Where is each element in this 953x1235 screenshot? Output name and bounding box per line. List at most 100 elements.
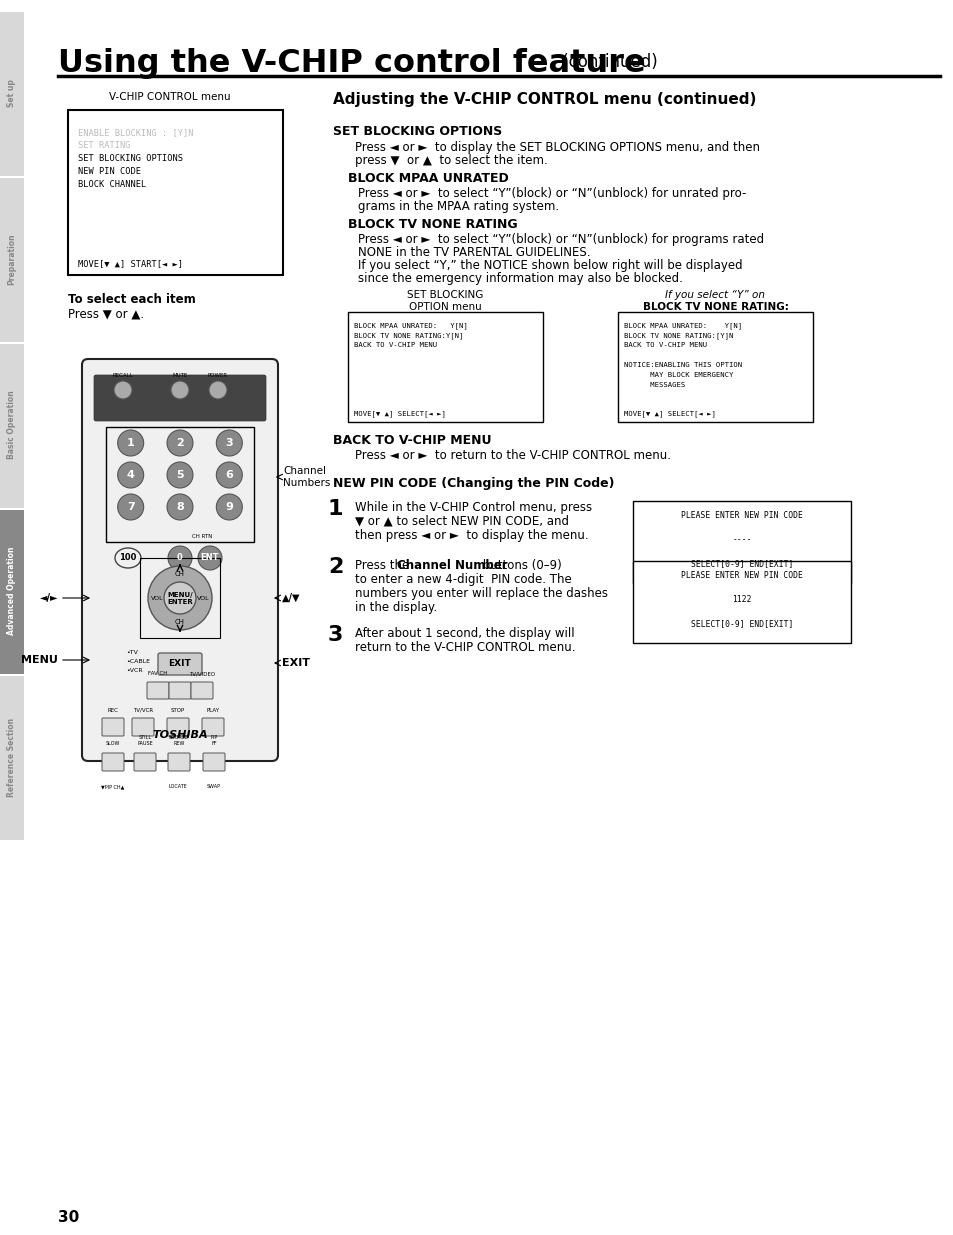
Circle shape: [117, 430, 144, 456]
Circle shape: [164, 582, 195, 614]
Text: MENU/
ENTER: MENU/ ENTER: [167, 592, 193, 604]
FancyBboxPatch shape: [102, 718, 124, 736]
Text: (continued): (continued): [557, 53, 657, 70]
Text: grams in the MPAA rating system.: grams in the MPAA rating system.: [357, 200, 558, 212]
Text: BLOCK MPAA UNRATED:    Y[N]: BLOCK MPAA UNRATED: Y[N]: [623, 322, 741, 329]
Text: press ▼  or ▲  to select the item.: press ▼ or ▲ to select the item.: [355, 154, 547, 167]
FancyBboxPatch shape: [132, 718, 153, 736]
Text: STOP: STOP: [171, 708, 185, 713]
Text: Channel Number: Channel Number: [396, 559, 507, 572]
Text: BLOCK MPAA UNRATED: BLOCK MPAA UNRATED: [348, 172, 508, 185]
Text: 100: 100: [119, 553, 136, 562]
Text: BLOCK CHANNEL: BLOCK CHANNEL: [78, 180, 146, 189]
Text: 30: 30: [58, 1210, 79, 1225]
Circle shape: [167, 430, 193, 456]
Bar: [68, 110, 283, 275]
Text: Press ◄ or ►  to select “Y”(block) or “N”(unblock) for unrated pro-: Press ◄ or ► to select “Y”(block) or “N”…: [357, 186, 745, 200]
Text: 7: 7: [127, 501, 134, 513]
Text: Using the V-CHIP control feature: Using the V-CHIP control feature: [58, 48, 645, 79]
Text: ENT: ENT: [200, 553, 219, 562]
Text: LOCATE: LOCATE: [169, 784, 187, 789]
Text: If you select “Y” on: If you select “Y” on: [665, 290, 764, 300]
Text: ▲/▼: ▲/▼: [282, 593, 300, 603]
Circle shape: [209, 382, 227, 399]
Text: PLAY: PLAY: [206, 708, 219, 713]
Text: MUTE: MUTE: [172, 373, 188, 378]
Ellipse shape: [115, 548, 141, 568]
Circle shape: [198, 546, 222, 571]
Text: FAV CH: FAV CH: [148, 671, 168, 676]
Circle shape: [148, 566, 212, 630]
Text: Basic Operation: Basic Operation: [8, 390, 16, 459]
Text: Set up: Set up: [8, 79, 16, 107]
Text: 1: 1: [127, 438, 134, 448]
Text: since the emergency information may also be blocked.: since the emergency information may also…: [357, 272, 682, 285]
Text: 1122: 1122: [732, 595, 751, 604]
Text: 9: 9: [225, 501, 233, 513]
Text: RECALL: RECALL: [112, 373, 133, 378]
FancyBboxPatch shape: [169, 682, 191, 699]
Bar: [0, 12, 24, 177]
Text: Reference Section: Reference Section: [8, 718, 16, 797]
Text: SLOW: SLOW: [106, 741, 120, 746]
Text: CH: CH: [174, 619, 185, 625]
Text: NEW PIN CODE (Changing the PIN Code): NEW PIN CODE (Changing the PIN Code): [333, 477, 614, 490]
Bar: [0, 676, 24, 840]
Text: BLOCK TV NONE RATING:Y[N]: BLOCK TV NONE RATING:Y[N]: [354, 332, 463, 338]
Text: SOURCE
REW: SOURCE REW: [169, 735, 189, 746]
Text: 5: 5: [176, 471, 184, 480]
Text: BLOCK TV NONE RATING:[Y]N: BLOCK TV NONE RATING:[Y]N: [623, 332, 733, 338]
Circle shape: [167, 494, 193, 520]
Circle shape: [167, 462, 193, 488]
FancyBboxPatch shape: [82, 359, 277, 761]
Bar: [140, 558, 220, 638]
Text: ▼ or ▲ to select NEW PIN CODE, and: ▼ or ▲ to select NEW PIN CODE, and: [355, 515, 568, 529]
Text: POWER: POWER: [208, 373, 228, 378]
FancyBboxPatch shape: [133, 753, 156, 771]
Text: MOVE[▼ ▲] START[◄ ►]: MOVE[▼ ▲] START[◄ ►]: [78, 259, 183, 268]
Text: 8: 8: [176, 501, 184, 513]
Text: return to the V-CHIP CONTROL menu.: return to the V-CHIP CONTROL menu.: [355, 641, 575, 655]
Text: PLEASE ENTER NEW PIN CODE: PLEASE ENTER NEW PIN CODE: [680, 571, 802, 580]
FancyBboxPatch shape: [203, 753, 225, 771]
Text: Advanced Operation: Advanced Operation: [8, 547, 16, 635]
Circle shape: [216, 430, 242, 456]
Text: buttons (0–9): buttons (0–9): [478, 559, 561, 572]
Circle shape: [171, 382, 189, 399]
Text: 1: 1: [328, 499, 343, 519]
Text: BACK TO V-CHIP MENU: BACK TO V-CHIP MENU: [354, 342, 436, 348]
Text: ENABLE BLOCKING : [Y]N: ENABLE BLOCKING : [Y]N: [78, 128, 193, 137]
Text: SELECT[0-9] END[EXIT]: SELECT[0-9] END[EXIT]: [690, 619, 792, 629]
Text: If you select “Y,” the NOTICE shown below right will be displayed: If you select “Y,” the NOTICE shown belo…: [357, 259, 741, 272]
Text: 2: 2: [328, 557, 343, 577]
FancyBboxPatch shape: [94, 375, 266, 421]
Text: After about 1 second, the display will: After about 1 second, the display will: [355, 627, 574, 640]
Bar: [106, 427, 253, 542]
Text: BACK TO V-CHIP MENU: BACK TO V-CHIP MENU: [333, 433, 491, 447]
Text: •VCR: •VCR: [126, 668, 143, 673]
Text: Press ▼ or ▲.: Press ▼ or ▲.: [68, 308, 144, 321]
Text: SELECT[0-9] END[EXIT]: SELECT[0-9] END[EXIT]: [690, 559, 792, 568]
Text: REC: REC: [108, 708, 118, 713]
Text: Press the: Press the: [355, 559, 413, 572]
Text: MOVE[▼ ▲] SELECT[◄ ►]: MOVE[▼ ▲] SELECT[◄ ►]: [623, 410, 715, 416]
Text: VOL: VOL: [151, 595, 163, 600]
Text: 3: 3: [225, 438, 233, 448]
Text: 2: 2: [176, 438, 184, 448]
Text: numbers you enter will replace the dashes: numbers you enter will replace the dashe…: [355, 587, 607, 600]
Circle shape: [117, 462, 144, 488]
Circle shape: [117, 494, 144, 520]
Bar: [0, 178, 24, 342]
Text: NOTICE:ENABLING THIS OPTION: NOTICE:ENABLING THIS OPTION: [623, 362, 741, 368]
Text: NEW PIN CODE: NEW PIN CODE: [78, 167, 141, 177]
Circle shape: [113, 382, 132, 399]
Text: BACK TO V-CHIP MENU: BACK TO V-CHIP MENU: [623, 342, 706, 348]
Bar: [0, 345, 24, 508]
Text: TOSHIBA: TOSHIBA: [152, 730, 208, 740]
Text: NONE in the TV PARENTAL GUIDELINES.: NONE in the TV PARENTAL GUIDELINES.: [357, 246, 590, 259]
Text: Channel
Numbers: Channel Numbers: [283, 466, 330, 488]
Text: Press ◄ or ►  to display the SET BLOCKING OPTIONS menu, and then: Press ◄ or ► to display the SET BLOCKING…: [355, 141, 760, 154]
Text: PLEASE ENTER NEW PIN CODE: PLEASE ENTER NEW PIN CODE: [680, 511, 802, 520]
Text: TV/VIDEO: TV/VIDEO: [189, 671, 214, 676]
FancyBboxPatch shape: [168, 753, 190, 771]
